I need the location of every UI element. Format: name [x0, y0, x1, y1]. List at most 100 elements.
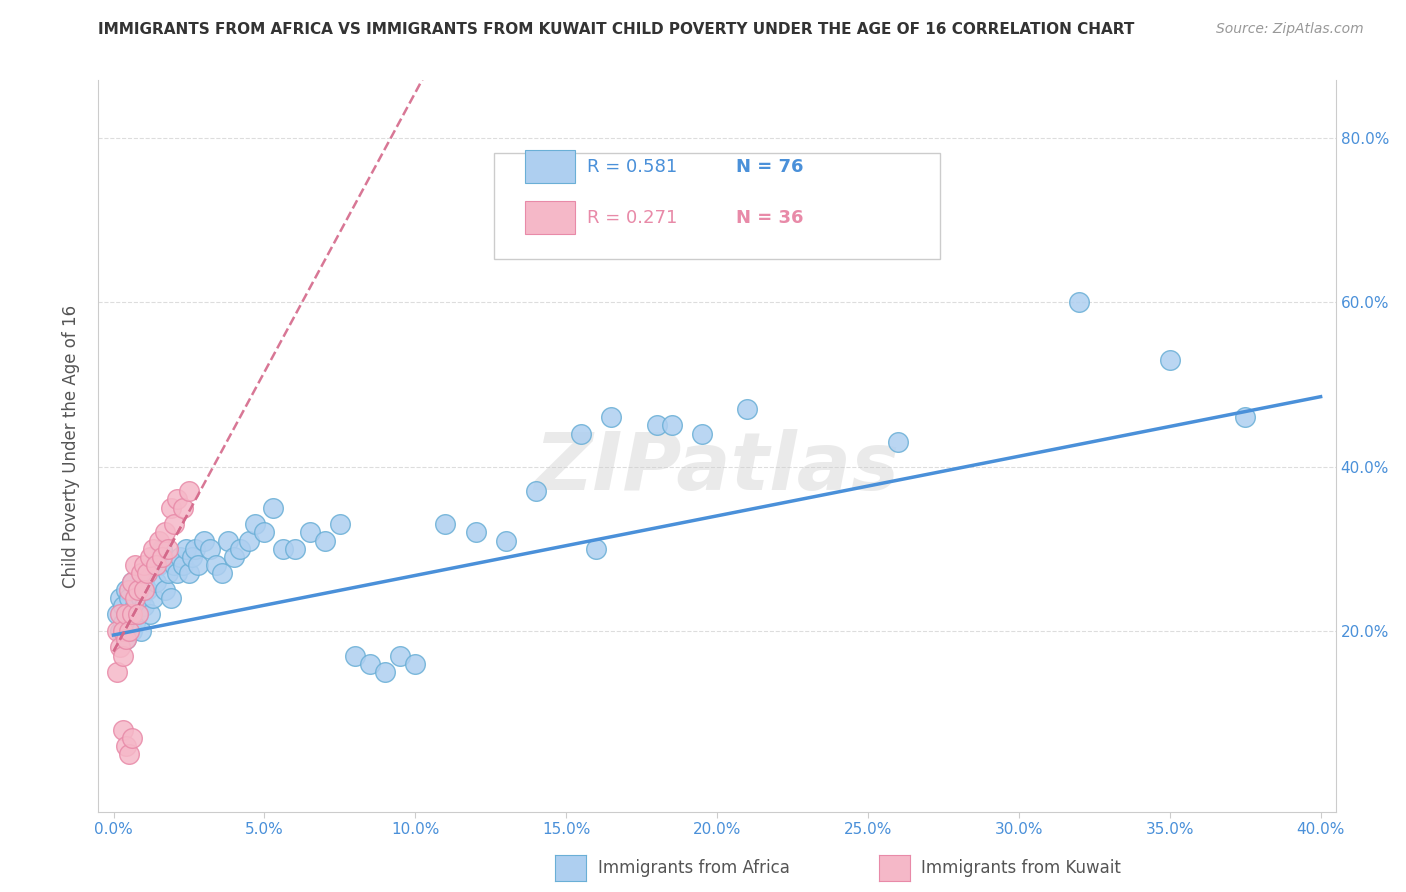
Point [160, 591, 183, 605]
Point [105, 665, 128, 679]
Point [127, 582, 149, 597]
Text: ZIPatlas: ZIPatlas [534, 429, 900, 507]
Bar [526, 201, 575, 234]
Point [177, 484, 200, 499]
Point [121, 624, 143, 638]
Point [238, 533, 260, 548]
Point [271, 541, 294, 556]
Point [156, 566, 179, 581]
Point [105, 624, 128, 638]
Point [124, 558, 146, 573]
Point [111, 624, 134, 638]
Point [284, 541, 307, 556]
Point [329, 517, 352, 532]
Point [153, 525, 176, 540]
Point [148, 558, 170, 573]
Point [198, 541, 221, 556]
Point [124, 599, 146, 614]
Text: N = 36: N = 36 [735, 209, 803, 227]
Point [253, 525, 276, 540]
Point [121, 574, 143, 589]
Point [111, 648, 134, 663]
Point [600, 410, 623, 425]
Point [114, 739, 136, 753]
Point [181, 549, 204, 564]
Point [211, 566, 233, 581]
Y-axis label: Child Poverty Under the Age of 16: Child Poverty Under the Age of 16 [62, 304, 80, 588]
Point [135, 566, 157, 581]
Point [132, 599, 155, 614]
Point [150, 541, 173, 556]
Text: N = 76: N = 76 [735, 158, 803, 176]
Point [117, 747, 139, 762]
Point [735, 402, 758, 417]
Point [114, 632, 136, 647]
Text: Immigrants from Africa: Immigrants from Africa [598, 859, 789, 877]
Point [108, 607, 131, 622]
Point [117, 624, 139, 638]
Point [205, 558, 228, 573]
Point [138, 549, 160, 564]
Point [495, 533, 517, 548]
Point [343, 648, 366, 663]
Point [138, 607, 160, 622]
Point [661, 418, 683, 433]
Point [389, 648, 412, 663]
Point [111, 599, 134, 614]
Text: IMMIGRANTS FROM AFRICA VS IMMIGRANTS FROM KUWAIT CHILD POVERTY UNDER THE AGE OF : IMMIGRANTS FROM AFRICA VS IMMIGRANTS FRO… [98, 22, 1135, 37]
Point [163, 517, 186, 532]
Point [127, 607, 149, 622]
Point [166, 492, 188, 507]
Point [229, 541, 252, 556]
Point [132, 574, 155, 589]
Point [314, 533, 336, 548]
Text: Immigrants from Kuwait: Immigrants from Kuwait [921, 859, 1121, 877]
Point [124, 591, 146, 605]
Point [172, 500, 194, 515]
Point [1234, 410, 1257, 425]
Point [148, 533, 170, 548]
Point [262, 500, 284, 515]
Point [245, 517, 267, 532]
Point [111, 723, 134, 737]
Point [108, 624, 131, 638]
Point [142, 558, 165, 573]
FancyBboxPatch shape [495, 153, 939, 260]
Point [224, 549, 246, 564]
Point [524, 484, 547, 499]
Point [569, 426, 592, 441]
Point [887, 434, 910, 449]
Point [172, 558, 194, 573]
Point [117, 582, 139, 597]
Point [121, 607, 143, 622]
Point [434, 517, 457, 532]
Text: R = 0.581: R = 0.581 [588, 158, 678, 176]
Point [114, 632, 136, 647]
Point [132, 582, 155, 597]
Point [114, 582, 136, 597]
Point [129, 566, 152, 581]
Point [135, 582, 157, 597]
Point [374, 665, 396, 679]
Point [160, 500, 183, 515]
Point [645, 418, 668, 433]
Point [145, 558, 167, 573]
Point [117, 591, 139, 605]
Point [129, 591, 152, 605]
Point [193, 533, 215, 548]
Point [163, 558, 186, 573]
Text: R = 0.271: R = 0.271 [588, 209, 678, 227]
Point [132, 558, 155, 573]
Point [105, 607, 128, 622]
Point [298, 525, 321, 540]
Point [166, 566, 188, 581]
Point [217, 533, 239, 548]
Point [124, 615, 146, 630]
Text: Source: ZipAtlas.com: Source: ZipAtlas.com [1216, 22, 1364, 37]
Point [108, 640, 131, 655]
Point [108, 591, 131, 605]
Point [121, 574, 143, 589]
Point [153, 582, 176, 597]
Point [174, 541, 197, 556]
Point [142, 541, 165, 556]
